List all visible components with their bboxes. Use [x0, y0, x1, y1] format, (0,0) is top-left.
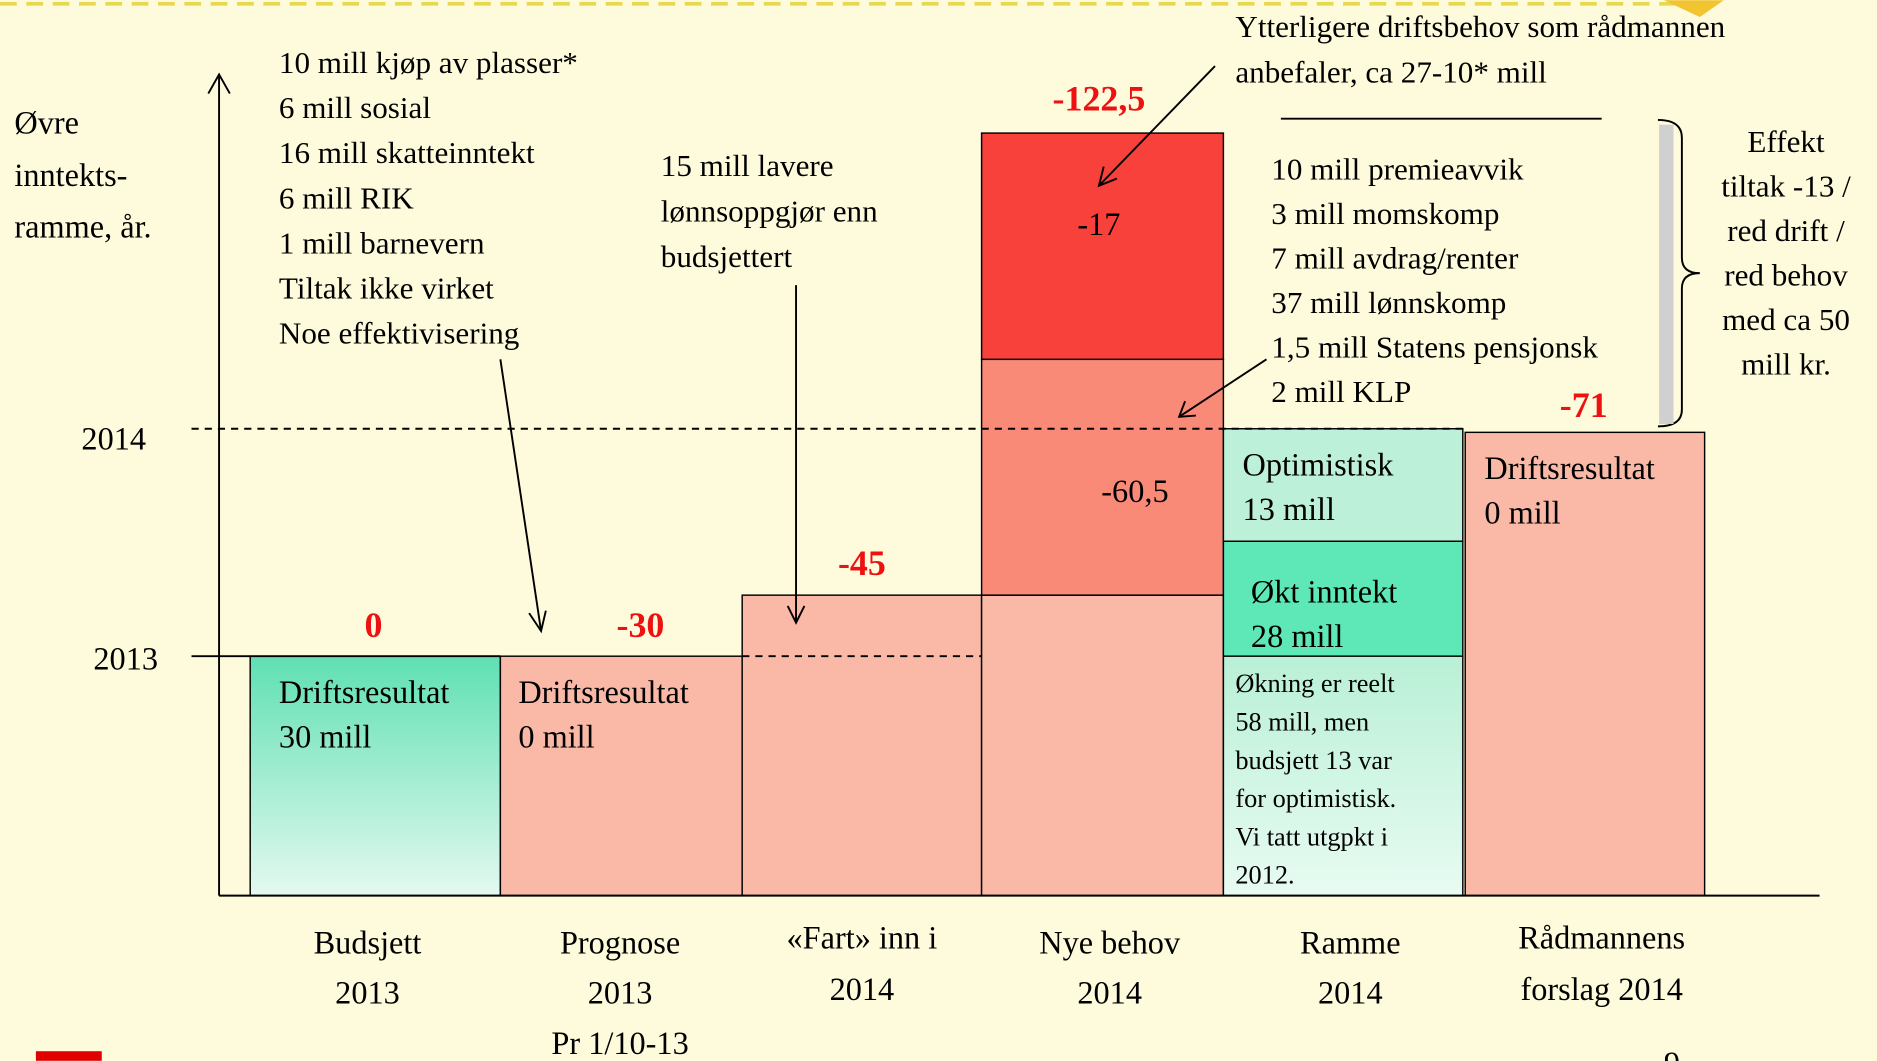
box — [980, 132, 1225, 361]
note-line: Ytterligere driftsbehov som rådmannen — [1235, 9, 1725, 44]
axis-label: ramme, år. — [14, 208, 151, 244]
note-line: 6 mill RIK — [279, 180, 414, 215]
box-text: 13 mill — [1243, 491, 1335, 527]
category-label: Prognose — [560, 924, 680, 960]
note-line: 1 mill barnevern — [279, 225, 485, 260]
box-text: Driftsresultat — [518, 674, 689, 710]
axis-arrow — [207, 72, 231, 95]
note-line: 2 mill KLP — [1271, 374, 1411, 409]
note-line: 16 mill skatteinntekt — [279, 135, 535, 170]
note-line: red drift / — [1727, 213, 1845, 248]
box — [980, 358, 1225, 596]
category-label: Nye behov — [1039, 924, 1181, 960]
box-text: Vi tatt utgpkt i — [1235, 822, 1388, 851]
note-line: Tiltak ikke virket — [279, 271, 494, 306]
note-line: 1,5 mill Statens pensjonsk — [1271, 330, 1598, 365]
axis-label: inntekts- — [14, 157, 127, 193]
note-line: 7 mill avdrag/renter — [1271, 241, 1519, 276]
box-text: Økt inntekt — [1251, 574, 1397, 610]
arrows — [499, 65, 1700, 634]
note-line: 3 mill momskomp — [1271, 196, 1499, 231]
box-text: budsjett 13 var — [1235, 746, 1392, 775]
note-line: red behov — [1724, 258, 1848, 293]
category-label: 2014 — [830, 971, 895, 1007]
box-text: Driftsresultat — [1484, 450, 1655, 486]
box-text: -60,5 — [1101, 473, 1168, 509]
box-text: Driftsresultat — [279, 674, 450, 710]
note-line: lønnsoppgjør enn — [661, 193, 878, 228]
box-text: Økning er reelt — [1235, 669, 1395, 698]
note-line: anbefaler, ca 27-10* mill — [1235, 55, 1547, 90]
result-value: -122,5 — [1053, 78, 1146, 118]
note-line: med ca 50 — [1722, 302, 1850, 337]
level-label: 2013 — [93, 641, 158, 677]
box-text: 30 mill — [279, 718, 371, 754]
result-value: -71 — [1560, 385, 1608, 425]
note-line: 15 mill lavere — [661, 148, 834, 183]
category-label: forslag 2014 — [1520, 971, 1682, 1007]
logo — [35, 1051, 102, 1061]
category-label: 2014 — [1318, 975, 1383, 1011]
note-line: budsjettert — [661, 239, 793, 274]
decor — [1663, 0, 1724, 17]
box-text: 0 mill — [1484, 495, 1560, 531]
result-value: -45 — [838, 543, 886, 583]
box — [741, 594, 983, 897]
note-line: 10 mill kjøp av plasser* — [279, 45, 578, 80]
box-text: -17 — [1077, 206, 1120, 242]
category-label: Ramme — [1300, 924, 1401, 960]
box — [1222, 655, 1464, 897]
category-label: 2014 — [1077, 975, 1142, 1011]
box-text: 58 mill, men — [1235, 708, 1369, 737]
box — [1222, 428, 1464, 542]
columns: Budsjett 2013 0 Driftsresultat 30 mill Progno… — [279, 78, 1685, 1060]
result-value: 0 — [365, 605, 383, 645]
level-label: 2014 — [81, 420, 146, 456]
box-text: 2012. — [1235, 861, 1294, 890]
axis-label: Øvre — [14, 104, 79, 140]
box-text: Optimistisk — [1243, 447, 1395, 483]
result-value: -30 — [616, 605, 664, 645]
category-label: «Fart» inn i — [786, 920, 937, 956]
note-line: 6 mill sosial — [279, 90, 431, 125]
note-line: 37 mill lønnskomp — [1271, 285, 1506, 320]
category-label: 2013 — [335, 975, 400, 1011]
note-line: tiltak -13 / — [1721, 168, 1851, 203]
box — [1464, 431, 1706, 897]
note-line: 10 mill premieavvik — [1271, 151, 1524, 186]
category-label: Rådmannens — [1518, 920, 1685, 956]
note-line: Noe effektivisering — [279, 316, 519, 351]
bracket-bar — [1659, 124, 1674, 424]
note-line: mill kr. — [1741, 347, 1831, 382]
category-label: Pr 1/10-13 — [551, 1025, 688, 1061]
category-label: 2013 — [588, 975, 653, 1011]
category-label: Budsjett — [314, 924, 422, 960]
box — [249, 655, 502, 897]
note-line: Effekt — [1747, 124, 1825, 159]
box — [1222, 540, 1464, 657]
box — [980, 594, 1225, 897]
box-text: 0 mill — [518, 718, 594, 754]
page-number: 9 — [1664, 1045, 1680, 1061]
notes: 10 mill kjøp av plasser* 6 mill sosial 16 … — [279, 9, 1851, 409]
box-text: 28 mill — [1251, 618, 1343, 654]
box-text: for optimistisk. — [1235, 784, 1396, 813]
